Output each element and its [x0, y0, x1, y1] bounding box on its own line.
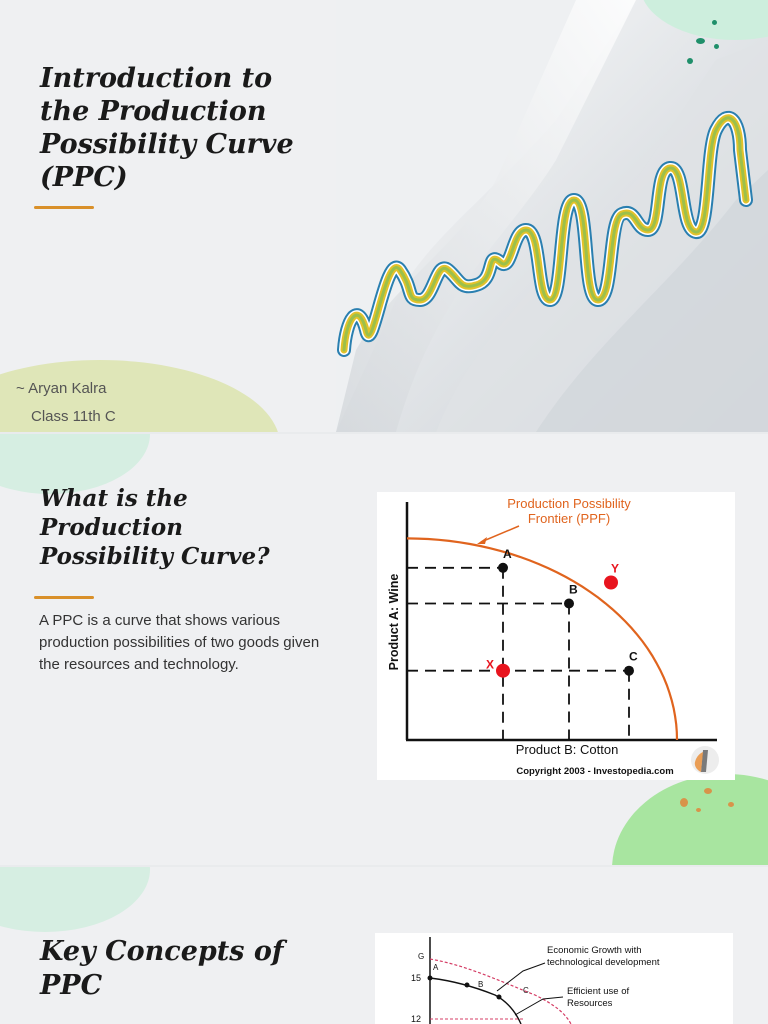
annotation-line1: Economic Growth with: [547, 945, 642, 956]
teal-decor-dot: [696, 38, 705, 44]
point-marker-c: [624, 665, 634, 676]
point-marker: [496, 994, 502, 1000]
title-line: PPC: [40, 970, 103, 1001]
ppf-curve: [406, 537, 679, 741]
annotation-arrow: [496, 962, 546, 992]
author-name: ~ Aryan Kalra: [16, 380, 107, 397]
slide-title: Key Concepts of PPC: [40, 935, 340, 1003]
orange-decor-dot: [728, 802, 734, 807]
annotation-line1: Efficient use of: [567, 986, 630, 997]
orange-decor-dot: [696, 808, 701, 812]
point-marker: [464, 982, 470, 988]
teal-decor-dot: [712, 20, 717, 25]
title-line: the Production: [40, 96, 267, 127]
title-slide: Introduction to the Production Possibili…: [0, 0, 768, 432]
point-marker-y: [604, 575, 618, 590]
title-line: Possibility Curve?: [40, 543, 270, 570]
point-label-a: A: [503, 547, 512, 561]
point-label-x: X: [486, 658, 494, 672]
point-label-b: B: [569, 583, 578, 597]
point-label: C: [523, 986, 529, 995]
ppf-diagram: Production Possibility Frontier (PPF) Pr…: [387, 496, 719, 777]
green-decor-blob: [612, 774, 768, 865]
title-line: Key Concepts of: [40, 936, 284, 967]
wave-ribbon-picture: [336, 0, 768, 432]
point-marker-b: [564, 598, 574, 609]
ppc-definition: A PPC is a curve that shows various prod…: [39, 612, 320, 673]
investopedia-logo: [691, 746, 719, 774]
x-axis-label: Product B: Cotton: [516, 742, 619, 757]
title-underline: [34, 596, 94, 599]
growth-diagram: 15 12 G A B C Economic Growth with techn…: [411, 937, 660, 1024]
title-line: Production: [40, 514, 183, 541]
title-line: What is the: [40, 485, 188, 512]
copyright-credit: Copyright 2003 - Investopedia.com: [516, 766, 673, 777]
figure-title-line1: Production Possibility: [507, 496, 631, 511]
point-marker: [427, 975, 433, 981]
y-axis-label: Product A: Wine: [387, 574, 401, 671]
pointer-arrow-head: [477, 537, 487, 544]
annotation-arrow: [514, 996, 564, 1016]
point-label-c: C: [629, 650, 638, 664]
teal-decor-dot: [714, 44, 719, 49]
title-line: (PPC): [40, 162, 128, 193]
orange-decor-dot: [704, 788, 712, 794]
slide-title: Introduction to the Production Possibili…: [40, 62, 330, 194]
orange-decor-dot: [680, 798, 688, 807]
ppf-figure: Production Possibility Frontier (PPF) Pr…: [377, 492, 735, 780]
point-label: G: [418, 952, 424, 961]
tick-label: 15: [411, 973, 421, 983]
class-name: Class 11th C: [31, 408, 116, 425]
slide-title: What is the Production Possibility Curve…: [40, 484, 340, 571]
title-line: Introduction to: [40, 63, 273, 94]
teal-decor-dot: [687, 58, 693, 64]
key-concepts-slide: Key Concepts of PPC 15 12 G A B C Econom…: [0, 867, 768, 1024]
original-curve: [429, 977, 522, 1024]
definition-slide: What is the Production Possibility Curve…: [0, 434, 768, 865]
point-marker-a: [498, 562, 508, 573]
figure-title-line2: Frontier (PPF): [528, 511, 610, 526]
point-label: A: [433, 963, 439, 972]
title-line: Possibility Curve: [40, 129, 294, 160]
annotation-line2: technological development: [547, 957, 660, 968]
point-label: B: [478, 980, 483, 989]
tick-label: 12: [411, 1014, 421, 1024]
point-marker-x: [496, 663, 510, 678]
growth-figure: 15 12 G A B C Economic Growth with techn…: [375, 933, 733, 1024]
mint-decor-blob: [0, 867, 150, 932]
title-underline: [34, 206, 94, 209]
pointer-arrow-line: [480, 525, 520, 543]
growth-curve-dashed: [429, 958, 572, 1024]
annotation-line2: Resources: [567, 998, 613, 1009]
point-label-y: Y: [611, 562, 619, 576]
